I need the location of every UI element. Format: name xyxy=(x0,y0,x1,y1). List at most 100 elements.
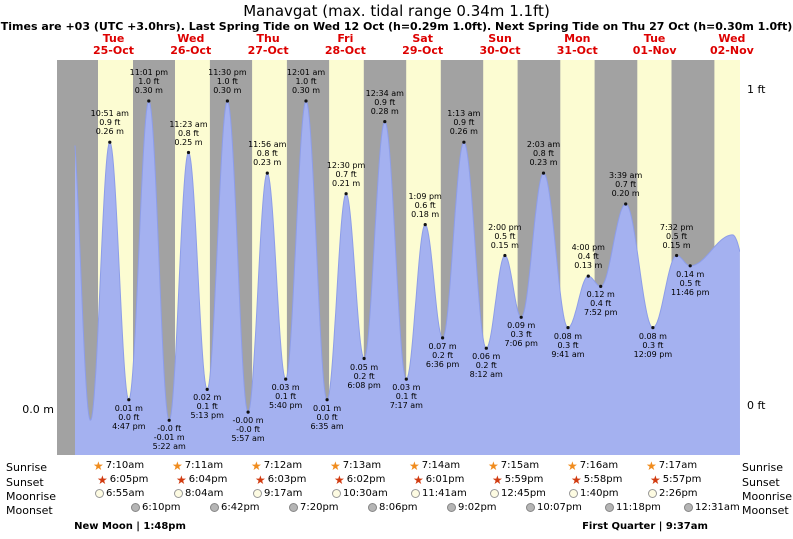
moonrise-row-label-left: Moonrise xyxy=(6,490,56,503)
moonrise-time-text: 2:26pm xyxy=(659,488,698,499)
moonset-time: 9:02pm xyxy=(447,502,497,513)
sunset-star-icon: ★ xyxy=(413,472,424,487)
day-date: 27-Oct xyxy=(247,44,289,57)
annotation-line: 11:01 pm xyxy=(129,68,169,77)
sunrise-time: ★ 7:16am xyxy=(567,458,618,473)
moonrise-time-text: 6:55am xyxy=(106,488,145,499)
tide-chart xyxy=(57,60,741,455)
annotation-line: 3:39 am xyxy=(609,171,643,180)
moonrise-time: 10:30am xyxy=(332,488,388,499)
tide-extreme-dot xyxy=(304,99,308,103)
sunset-star-icon: ★ xyxy=(255,472,266,487)
sunrise-star-icon: ★ xyxy=(93,458,104,473)
tide-extreme-dot xyxy=(599,284,603,288)
moonset-icon xyxy=(526,503,535,512)
annotation-line: 0.30 m xyxy=(134,86,163,95)
annotation-line: 0.7 ft xyxy=(335,169,357,179)
day-of-week: Wed xyxy=(177,32,205,45)
annotation-line: -0.01 m xyxy=(153,433,185,443)
annotation-line: 0.5 ft xyxy=(666,231,688,241)
sunrise-time: ★ 7:11am xyxy=(172,460,224,472)
tide-extreme-dot xyxy=(325,398,329,402)
tide-area xyxy=(75,101,740,455)
tide-high-annotation: 1:09 pm 0.6 ft 0.18 m xyxy=(397,192,453,219)
moonrise-time: 1:40pm xyxy=(569,488,619,499)
sunset-time-text: 5:57pm xyxy=(662,474,702,485)
day-date: 29-Oct xyxy=(402,44,444,57)
sunrise-row-label-right: Sunrise xyxy=(742,461,784,474)
tide-extreme-dot xyxy=(462,140,466,144)
page-title: Manavgat (max. tidal range 0.34m 1.1ft) xyxy=(243,2,550,20)
annotation-line: -0.00 m xyxy=(232,416,264,426)
tide-low-annotation: 0.08 m 0.3 ft 12:09 pm xyxy=(625,332,681,359)
tide-high-annotation: 4:00 pm 0.4 ft 0.13 m xyxy=(560,243,616,270)
annotation-line: 7:52 pm xyxy=(583,308,618,318)
tide-extreme-dot xyxy=(404,377,408,381)
annotation-line: 9:41 am xyxy=(551,349,585,359)
sunrise-time-text: 7:10am xyxy=(105,460,145,471)
annotation-line: 0.5 ft xyxy=(494,231,516,241)
annotation-line: 12:30 pm xyxy=(326,160,366,170)
moonset-time-text: 6:42pm xyxy=(221,502,260,513)
tide-high-annotation: 11:30 pm 1.0 ft 0.30 m xyxy=(199,68,255,95)
sunset-time-text: 5:59pm xyxy=(504,474,544,485)
sunrise-time-text: 7:11am xyxy=(184,460,224,471)
moonrise-icon xyxy=(332,489,341,498)
sunset-row-label-right: Sunset xyxy=(742,476,780,489)
annotation-line: 2:03 am xyxy=(526,140,561,150)
moonrise-time-text: 10:30am xyxy=(343,488,388,499)
day-label: Mon 31-Oct xyxy=(541,33,613,57)
sunset-time-text: 6:05pm xyxy=(109,474,149,485)
sunset-time: ★ 6:04pm xyxy=(176,474,227,486)
moonrise-time: 8:04am xyxy=(174,488,223,499)
tide-extreme-dot xyxy=(108,140,112,144)
tide-high-annotation: 11:23 am 0.8 ft 0.25 m xyxy=(160,120,216,147)
tide-low-annotation: -0.0 ft -0.01 m 5:22 am xyxy=(141,424,197,451)
tide-low-annotation: 0.03 m 0.1 ft 7:17 am xyxy=(378,383,434,410)
tide-high-annotation: 12:34 am 0.9 ft 0.28 m xyxy=(357,89,413,116)
sunset-row-label-left: Sunset xyxy=(6,476,44,489)
moonset-time: 6:42pm xyxy=(210,502,260,513)
annotation-line: 7:06 pm xyxy=(504,339,538,349)
tide-extreme-dot xyxy=(503,253,507,258)
annotation-line: 6:36 pm xyxy=(425,359,460,369)
tide-extreme-dot xyxy=(519,315,523,319)
annotation-line: 0.20 m xyxy=(611,189,640,198)
moonset-time-text: 8:06pm xyxy=(379,502,418,513)
annotation-line: 0.01 m xyxy=(313,403,342,413)
moonset-icon xyxy=(684,503,693,512)
sunrise-time-text: 7:12am xyxy=(263,460,303,471)
day-of-week: Sat xyxy=(412,32,433,45)
annotation-line: 0.3 ft xyxy=(557,340,579,350)
sunset-star-icon: ★ xyxy=(492,472,503,487)
annotation-line: 0.8 ft xyxy=(532,149,555,159)
annotation-line: 0.18 m xyxy=(411,209,440,219)
day-date: 28-Oct xyxy=(324,44,366,57)
tide-low-annotation: 0.07 m 0.2 ft 6:36 pm xyxy=(415,342,471,369)
sunrise-star-icon: ★ xyxy=(567,458,578,473)
annotation-line: 4:47 pm xyxy=(112,421,146,431)
tide-extreme-dot xyxy=(484,346,488,350)
tide-extreme-dot xyxy=(246,410,250,414)
annotation-line: 0.1 ft xyxy=(395,392,417,402)
annotation-line: 0.15 m xyxy=(490,240,519,250)
tide-extreme-dot xyxy=(205,387,209,391)
moonrise-icon xyxy=(490,489,499,498)
annotation-line: 5:40 pm xyxy=(268,401,303,411)
moonrise-time-text: 1:40pm xyxy=(580,488,619,499)
moonrise-icon xyxy=(648,489,657,498)
annotation-line: 1:09 pm xyxy=(408,191,442,201)
tide-extreme-dot xyxy=(344,192,348,196)
sunset-time: ★ 5:57pm xyxy=(650,474,702,486)
tide-extreme-dot xyxy=(225,99,229,103)
annotation-line: 1:13 am xyxy=(447,109,481,119)
tide-low-annotation: 0.02 m 0.1 ft 5:13 pm xyxy=(179,393,235,420)
tide-high-annotation: 10:51 am 0.9 ft 0.26 m xyxy=(82,109,138,136)
annotation-line: 11:30 pm xyxy=(208,68,247,77)
tide-low-annotation: 0.03 m 0.1 ft 5:40 pm xyxy=(258,383,314,410)
day-label: Wed 02-Nov xyxy=(696,33,768,57)
annotation-line: 1.0 ft xyxy=(295,77,317,86)
tide-high-annotation: 2:03 am 0.8 ft 0.23 m xyxy=(516,140,572,167)
annotation-line: 5:57 am xyxy=(231,434,265,444)
sunrise-time-text: 7:13am xyxy=(342,460,382,471)
